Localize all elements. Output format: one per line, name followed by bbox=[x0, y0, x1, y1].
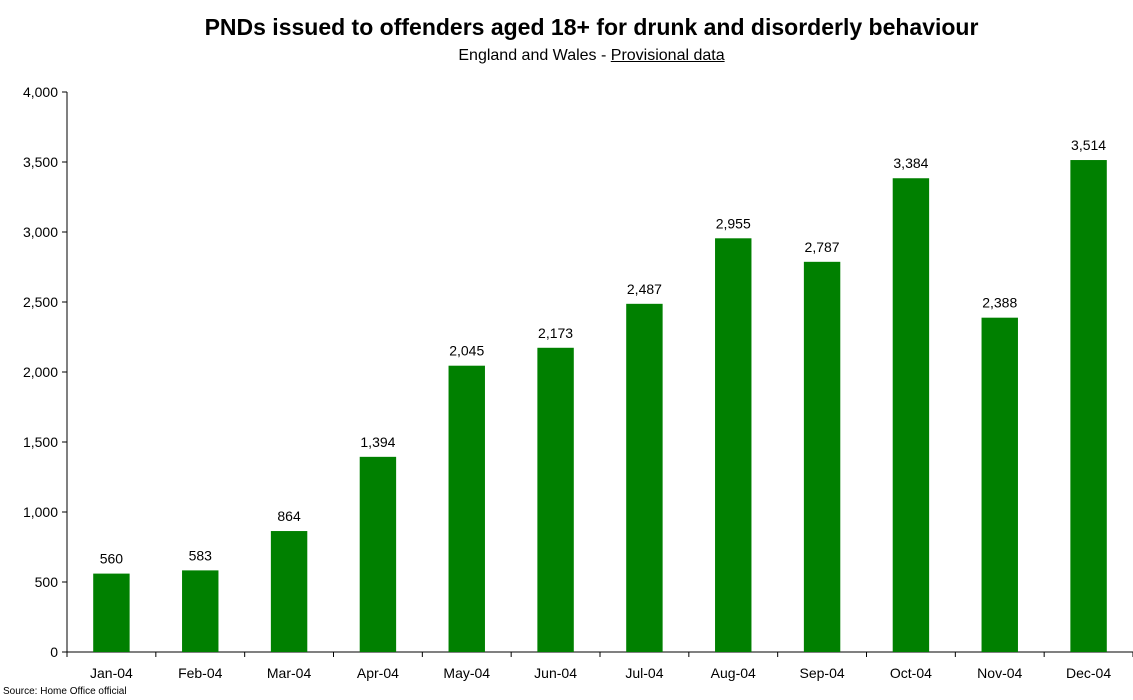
bar bbox=[981, 317, 1018, 652]
bar bbox=[182, 570, 219, 652]
y-tick-label: 1,000 bbox=[23, 504, 58, 520]
bar bbox=[93, 573, 130, 652]
chart-title: PNDs issued to offenders aged 18+ for dr… bbox=[204, 14, 979, 40]
data-label: 3,514 bbox=[1071, 137, 1106, 153]
bar bbox=[803, 261, 841, 652]
x-tick-label: Oct-04 bbox=[890, 665, 932, 681]
y-tick-label: 2,500 bbox=[23, 294, 58, 310]
x-tick-label: Apr-04 bbox=[357, 665, 399, 681]
data-label: 583 bbox=[189, 547, 213, 563]
bar bbox=[537, 347, 574, 652]
x-tick-label: Sep-04 bbox=[800, 665, 845, 681]
data-label: 2,388 bbox=[982, 295, 1017, 311]
bar bbox=[892, 178, 930, 653]
data-label: 1,394 bbox=[360, 434, 395, 450]
data-label: 864 bbox=[277, 508, 301, 524]
data-label: 560 bbox=[100, 551, 124, 567]
bar bbox=[448, 365, 485, 652]
data-label: 2,955 bbox=[716, 215, 751, 231]
bar bbox=[359, 456, 397, 652]
x-tick-label: Jul-04 bbox=[625, 665, 663, 681]
x-tick-label: Jun-04 bbox=[534, 665, 577, 681]
x-tick-label: Nov-04 bbox=[977, 665, 1022, 681]
data-label: 2,787 bbox=[805, 239, 840, 255]
bar bbox=[270, 531, 308, 652]
y-tick-label: 2,000 bbox=[23, 364, 58, 380]
x-tick-label: Mar-04 bbox=[267, 665, 312, 681]
bar bbox=[715, 238, 752, 653]
y-tick-label: 500 bbox=[35, 574, 59, 590]
source-note: Source: Home Office official bbox=[3, 686, 127, 697]
x-tick-label: Aug-04 bbox=[711, 665, 756, 681]
data-label: 2,045 bbox=[449, 343, 484, 359]
data-label: 2,487 bbox=[627, 281, 662, 297]
y-tick-label: 4,000 bbox=[23, 84, 58, 100]
y-tick-label: 3,000 bbox=[23, 224, 58, 240]
x-tick-label: Feb-04 bbox=[178, 665, 223, 681]
subtitle-provisional-data: Provisional data bbox=[610, 47, 725, 64]
x-tick-label: Jan-04 bbox=[90, 665, 133, 681]
x-tick-label: Dec-04 bbox=[1066, 665, 1111, 681]
bar bbox=[626, 303, 663, 652]
data-label: 3,384 bbox=[893, 155, 928, 171]
chart-subtitle: England and Wales - Provisional data bbox=[0, 47, 1133, 65]
y-tick-label: 1,500 bbox=[23, 434, 58, 450]
x-tick-label: May-04 bbox=[443, 665, 490, 681]
bar bbox=[1070, 160, 1107, 653]
y-tick-label: 3,500 bbox=[23, 154, 58, 170]
y-tick-label: 0 bbox=[50, 644, 58, 660]
subtitle-prefix: England and Wales - bbox=[458, 47, 611, 64]
data-label: 2,173 bbox=[538, 325, 573, 341]
